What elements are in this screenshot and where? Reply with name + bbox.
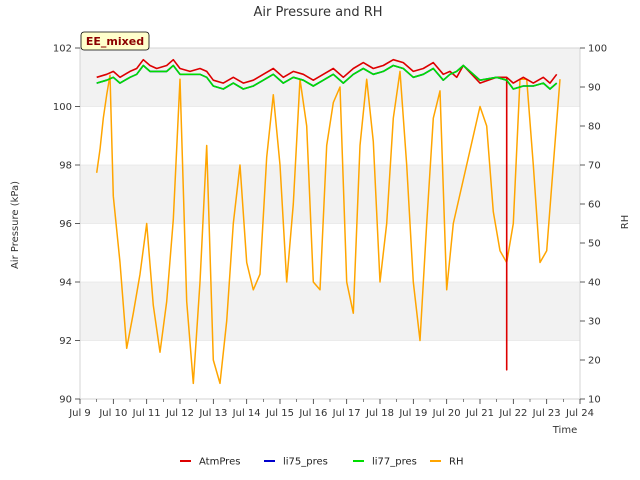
x-tick-label: Jul 10	[98, 408, 127, 419]
y2-tick-label: 80	[588, 122, 601, 133]
x-tick-label: Jul 19	[398, 408, 427, 419]
y-tick-label: 98	[59, 161, 72, 172]
y-tick-label: 100	[53, 102, 72, 113]
station-badge: EE_mixed	[80, 31, 150, 51]
y-axis-right: 10 20 30 40 50 60 70 80 90 100	[580, 44, 607, 406]
y2-tick-label: 10	[588, 395, 601, 406]
y-tick-label: 90	[59, 395, 72, 406]
x-tick-label: Jul 13	[198, 408, 227, 419]
x-axis-title: Time	[552, 425, 577, 436]
x-tick-label: Jul 21	[465, 408, 494, 419]
y-axis-title: Air Pressure (kPa)	[10, 181, 21, 269]
x-tick-label: Jul 12	[165, 408, 194, 419]
chart-title: Air Pressure and RH	[253, 5, 382, 20]
x-axis: Jul 9 Jul 10 Jul 11 Jul 12 Jul 13 Jul 14 Jul 1…	[68, 399, 594, 419]
grid-band	[80, 340, 580, 399]
station-badge-box	[80, 31, 150, 51]
grid-band	[80, 282, 580, 341]
y2-tick-label: 100	[588, 44, 607, 55]
y2-tick-label: 40	[588, 278, 601, 289]
y-tick-label: 102	[53, 44, 72, 55]
y-axis-left: 90 92 94 96 98 100 102	[53, 44, 80, 406]
x-tick-label: Jul 16	[298, 408, 327, 419]
x-tick-label: Jul 9	[68, 408, 91, 419]
x-tick-label: Jul 18	[365, 408, 394, 419]
series-line-rh	[95, 70, 561, 385]
x-tick-label: Jul 17	[332, 408, 361, 419]
grid-band	[80, 223, 580, 282]
x-tick-label: Jul 20	[432, 408, 461, 419]
x-tick-label: Jul 24	[565, 408, 594, 419]
y2-tick-label: 90	[588, 83, 601, 94]
y-tick-label: 94	[59, 278, 72, 289]
series-line-atmpres	[96, 58, 558, 371]
legend-label: li75_pres	[283, 457, 328, 468]
grid-bands	[80, 48, 580, 400]
legend-label: RH	[449, 457, 463, 468]
station-badge-label: EE_mixed	[86, 35, 144, 48]
x-tick-label: Jul 22	[498, 408, 527, 419]
y-tick-label: 96	[59, 219, 72, 230]
y2-tick-label: 20	[588, 356, 601, 367]
y2-tick-label: 70	[588, 161, 601, 172]
legend-label: AtmPres	[199, 457, 240, 468]
series-line-li77-pres	[96, 64, 558, 90]
x-tick-label: Jul 23	[532, 408, 561, 419]
y2-tick-label: 30	[588, 317, 601, 328]
x-tick-label: Jul 11	[132, 408, 161, 419]
grid-band	[80, 106, 580, 165]
legend-label: li77_pres	[372, 457, 417, 468]
y-tick-label: 92	[59, 336, 72, 347]
y2-tick-label: 50	[588, 239, 601, 250]
x-tick-label: Jul 14	[232, 408, 261, 419]
y2-axis-title: RH	[620, 215, 631, 229]
y2-tick-label: 60	[588, 200, 601, 211]
series-layer	[95, 58, 561, 385]
x-tick-label: Jul 15	[265, 408, 294, 419]
legend: AtmPres li75_pres li77_pres RH	[180, 457, 463, 468]
grid-band	[80, 165, 580, 224]
